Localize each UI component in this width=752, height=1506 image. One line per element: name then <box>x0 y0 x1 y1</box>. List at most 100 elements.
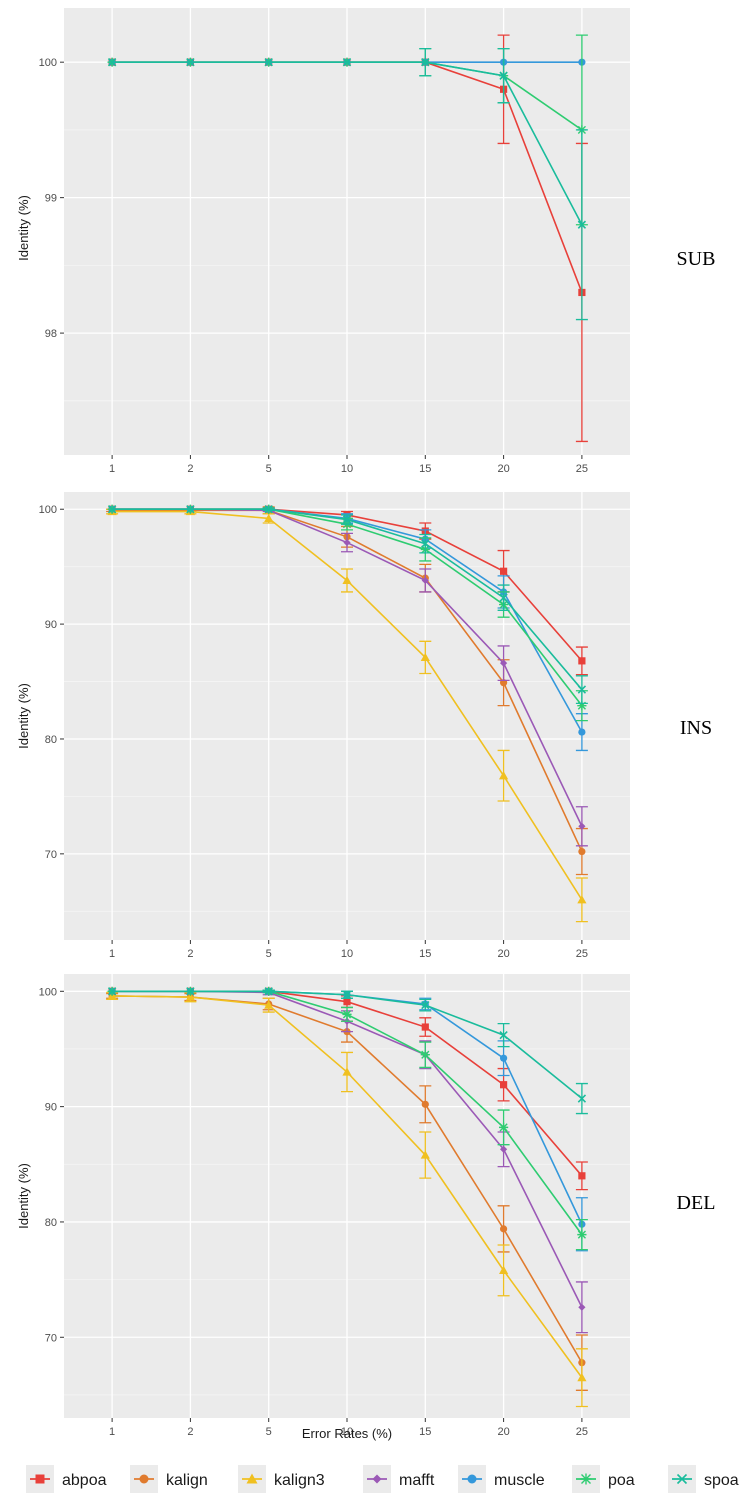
x-tick-label: 15 <box>419 463 431 475</box>
x-tick-label: 20 <box>497 948 509 960</box>
legend-key-marker <box>139 1474 149 1484</box>
x-tick-label: 10 <box>341 463 353 475</box>
data-point <box>577 220 587 229</box>
data-point <box>578 728 586 736</box>
data-point <box>577 1094 587 1103</box>
legend-key-marker <box>372 1474 382 1484</box>
series-spoa <box>107 47 588 321</box>
y-tick-label: 99 <box>45 193 57 205</box>
data-point <box>420 652 430 662</box>
x-tick-label: 5 <box>266 1426 272 1438</box>
data-point <box>421 1023 429 1031</box>
series-kalign3 <box>106 991 588 1408</box>
data-point <box>186 58 195 67</box>
panel-label: SUB <box>677 248 716 270</box>
x-tick-label: 2 <box>187 1426 193 1438</box>
y-tick-label: 100 <box>39 504 57 516</box>
data-point <box>264 513 274 523</box>
x-tick-label: 25 <box>576 463 588 475</box>
panel-label: INS <box>680 717 712 739</box>
x-tick-label: 1 <box>109 463 115 475</box>
data-point <box>577 1230 587 1240</box>
legend-item-kalign3: kalign3 <box>238 1465 325 1493</box>
y-axis-title: Identity (%) <box>16 683 31 749</box>
legend: abpoa kalign kalign3 mafft muscle poa spoa <box>26 1465 739 1493</box>
data-point <box>186 505 195 514</box>
legend-key-marker <box>580 1473 592 1485</box>
x-axis-title: Error Rates (%) <box>302 1426 392 1441</box>
legend-key-marker <box>246 1473 258 1484</box>
legend-key-marker <box>676 1473 688 1485</box>
x-tick-label: 20 <box>497 1426 509 1438</box>
x-tick-label: 15 <box>419 948 431 960</box>
x-tick-label: 25 <box>576 948 588 960</box>
data-point <box>499 1225 508 1233</box>
legend-item-mafft: mafft <box>363 1465 435 1493</box>
legend-label: poa <box>608 1472 635 1489</box>
data-point <box>498 1265 509 1274</box>
data-point <box>578 847 586 856</box>
data-point <box>264 1000 274 1009</box>
data-point <box>499 71 508 80</box>
x-tick-label: 10 <box>341 1426 353 1438</box>
y-tick-label: 98 <box>45 328 57 340</box>
legend-item-spoa: spoa <box>668 1465 739 1493</box>
legend-label: muscle <box>494 1472 545 1489</box>
y-tick-label: 80 <box>45 734 57 746</box>
data-point <box>499 1145 508 1153</box>
data-point <box>577 1373 587 1382</box>
x-tick-label: 1 <box>109 948 115 960</box>
x-tick-label: 1 <box>109 1426 115 1438</box>
data-point <box>342 990 352 999</box>
data-point <box>343 538 351 547</box>
y-tick-label: 100 <box>39 57 57 69</box>
data-point <box>577 895 587 904</box>
y-tick-label: 100 <box>39 986 57 998</box>
data-point <box>420 1050 430 1060</box>
data-point <box>499 659 508 667</box>
data-point <box>264 505 273 514</box>
x-tick-label: 25 <box>576 1426 588 1438</box>
legend-label: kalign <box>166 1472 208 1489</box>
data-point <box>107 58 117 67</box>
y-tick-label: 70 <box>45 1332 57 1344</box>
data-point <box>499 1030 508 1040</box>
data-point <box>577 701 587 711</box>
legend-item-poa: poa <box>572 1465 635 1493</box>
data-point <box>342 1067 352 1076</box>
legend-label: spoa <box>704 1472 739 1489</box>
data-point <box>421 539 430 548</box>
data-point <box>577 685 587 694</box>
data-point <box>186 987 195 996</box>
data-point <box>421 58 430 67</box>
data-point <box>499 1081 508 1089</box>
data-point <box>421 1100 429 1108</box>
data-point <box>578 657 586 665</box>
x-tick-label: 10 <box>341 948 353 960</box>
panel-label: DEL <box>677 1192 716 1214</box>
x-tick-label: 5 <box>266 463 272 475</box>
data-point <box>264 58 273 67</box>
legend-label: kalign3 <box>274 1472 325 1489</box>
x-tick-label: 20 <box>497 463 509 475</box>
data-point <box>499 1054 508 1062</box>
data-point <box>499 593 508 602</box>
legend-label: mafft <box>399 1472 435 1489</box>
y-axis-title: Identity (%) <box>16 195 31 261</box>
y-tick-label: 90 <box>45 619 57 631</box>
data-point <box>578 822 586 830</box>
data-point <box>499 567 508 575</box>
x-tick-label: 15 <box>419 1426 431 1438</box>
legend-key-marker <box>467 1474 477 1484</box>
data-point <box>185 992 196 1001</box>
series-spoa <box>107 505 588 705</box>
y-tick-label: 70 <box>45 849 57 861</box>
legend-key-marker <box>35 1474 45 1484</box>
y-tick-label: 80 <box>45 1217 57 1229</box>
x-tick-label: 5 <box>266 948 272 960</box>
